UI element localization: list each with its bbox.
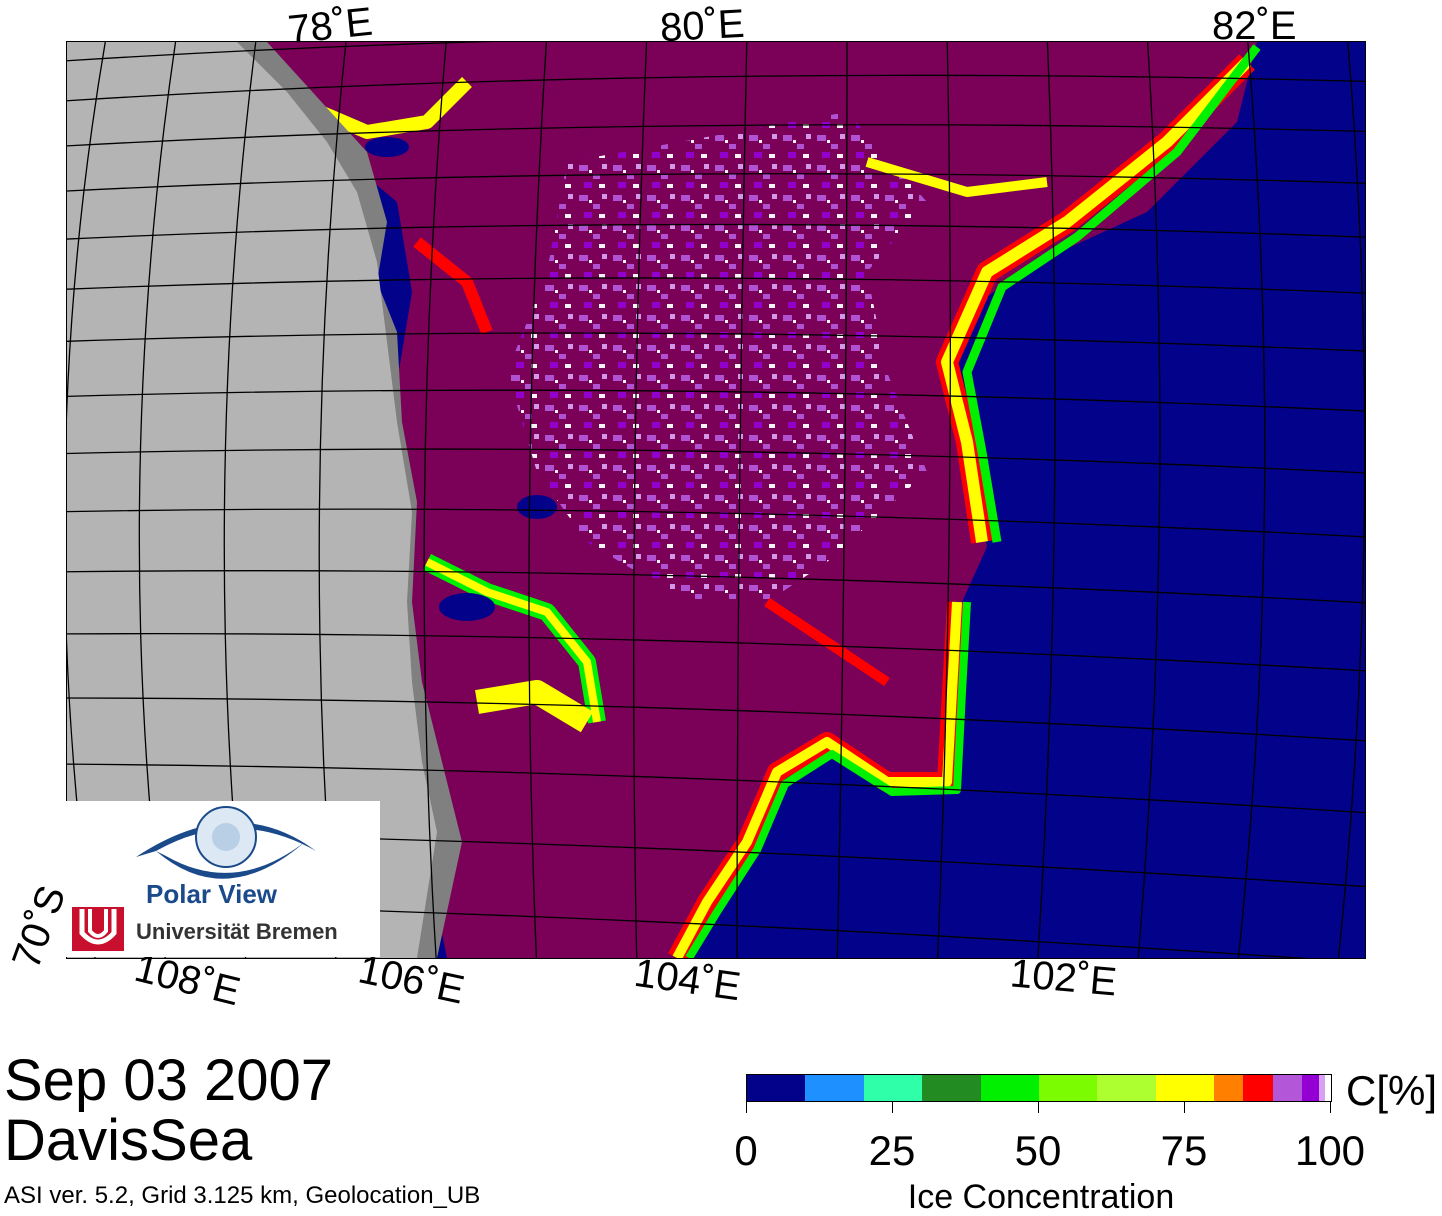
colorbar-tick <box>1038 1101 1039 1113</box>
colorbar-title: Ice Concentration <box>907 1178 1175 1216</box>
colorbar-segment <box>747 1075 806 1101</box>
logo-institution: Universität Bremen <box>136 919 338 944</box>
colorbar-segment <box>1038 1075 1098 1101</box>
colorbar-tick <box>892 1101 893 1113</box>
colorbar-ticklabel: 100 <box>1294 1127 1366 1174</box>
colorbar-tick <box>1184 1101 1185 1113</box>
colorbar-tick <box>746 1101 747 1113</box>
colorbar-segment <box>1097 1075 1156 1101</box>
eye-icon <box>72 806 316 951</box>
colorbar-ticklabel: 75 <box>1160 1127 1208 1174</box>
colorbar-ticklabel: 0 <box>734 1127 758 1174</box>
logo-name: Polar View <box>146 879 278 909</box>
colorbar <box>746 1074 1332 1102</box>
colorbar-unit: C[%] <box>1346 1067 1438 1114</box>
label-78e: 78˚E <box>285 0 375 53</box>
colorbar-segment <box>1301 1075 1320 1101</box>
label-102e: 102˚E <box>1008 951 1119 1005</box>
colorbar-segment <box>1272 1075 1302 1101</box>
marginal-ice-zones <box>294 44 1261 958</box>
colorbar-segment <box>980 1075 1039 1101</box>
colorbar-segment <box>1325 1075 1331 1101</box>
colorbar-tick <box>1330 1101 1331 1113</box>
colorbar-segment <box>863 1075 923 1101</box>
mixed-ice-area <box>507 112 927 602</box>
colorbar-segment <box>1319 1075 1326 1101</box>
colorbar-segment <box>1155 1075 1215 1101</box>
colorbar-segment <box>922 1075 981 1101</box>
map-date: Sep 03 2007 <box>4 1048 333 1113</box>
label-70s: 70˚S <box>4 879 75 975</box>
colorbar-segment <box>805 1075 864 1101</box>
region-name: DavisSea <box>4 1108 253 1173</box>
label-80e: 80˚E <box>658 1 746 51</box>
colorbar-ticklabel: 25 <box>868 1127 916 1174</box>
label-82e: 82˚E <box>1212 4 1297 48</box>
label-104e: 104˚E <box>631 950 744 1010</box>
colorbar-segment <box>1243 1075 1273 1101</box>
colorbar-segment <box>1214 1075 1244 1101</box>
polynyas <box>365 137 557 621</box>
colorbar-ticklabel: 50 <box>1014 1127 1062 1174</box>
polar-view-logo: Polar View Universität Bremen <box>66 801 380 957</box>
product-info: ASI ver. 5.2, Grid 3.125 km, Geolocation… <box>4 1182 481 1209</box>
antarctic-land <box>67 42 437 958</box>
